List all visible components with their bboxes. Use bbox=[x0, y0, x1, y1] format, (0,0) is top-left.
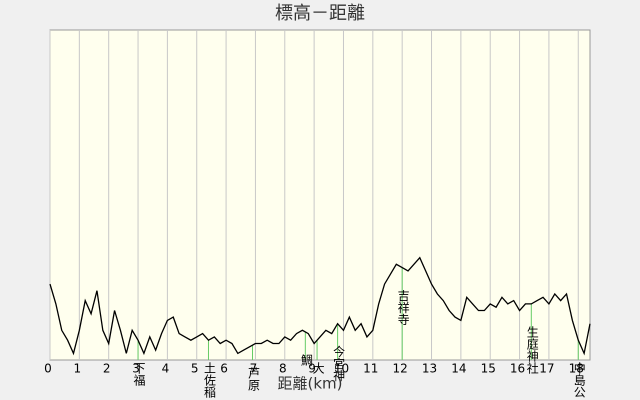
landmark-label: 生庭神社 bbox=[525, 325, 539, 373]
x-tick-label: 12 bbox=[393, 362, 408, 376]
x-tick-label: 3 bbox=[132, 362, 140, 376]
chart-title: 標高－距離 bbox=[275, 3, 365, 24]
x-tick-label: 7 bbox=[250, 362, 258, 376]
landmark-label: 中島公 bbox=[572, 361, 586, 398]
x-tick-label: 11 bbox=[363, 362, 378, 376]
x-axis-label: 距離(km) bbox=[277, 375, 342, 393]
landmark-label: 下福 bbox=[132, 362, 146, 386]
landmark-label: 吉祥寺 bbox=[396, 289, 410, 325]
x-tick-label: 17 bbox=[539, 362, 554, 376]
x-tick-label: 10 bbox=[334, 362, 349, 376]
elevation-line bbox=[49, 256, 591, 356]
x-tick-label: 16 bbox=[510, 362, 525, 376]
x-tick-label: 2 bbox=[103, 362, 111, 376]
x-tick-label: 0 bbox=[44, 362, 52, 376]
landmark-label: 芦原 bbox=[247, 367, 261, 391]
x-tick-label: 18 bbox=[569, 362, 584, 376]
x-tick-label: 5 bbox=[191, 362, 199, 376]
x-tick-label: 9 bbox=[308, 362, 316, 376]
landmark-label: 今宮神 bbox=[332, 344, 346, 381]
x-tick-label: 14 bbox=[451, 362, 466, 376]
plot-area bbox=[49, 29, 591, 361]
x-tick-label: 8 bbox=[279, 362, 287, 376]
x-tick-label: 6 bbox=[220, 362, 228, 376]
x-tick-label: 4 bbox=[162, 362, 170, 376]
x-tick-label: 13 bbox=[422, 362, 437, 376]
x-tick-label: 1 bbox=[74, 362, 82, 376]
x-tick-label: 15 bbox=[481, 362, 496, 376]
landmark-label: 鯛 bbox=[299, 354, 313, 367]
landmark-label: 土佐稲 bbox=[202, 362, 216, 398]
landmark-label: 大 bbox=[311, 362, 325, 374]
